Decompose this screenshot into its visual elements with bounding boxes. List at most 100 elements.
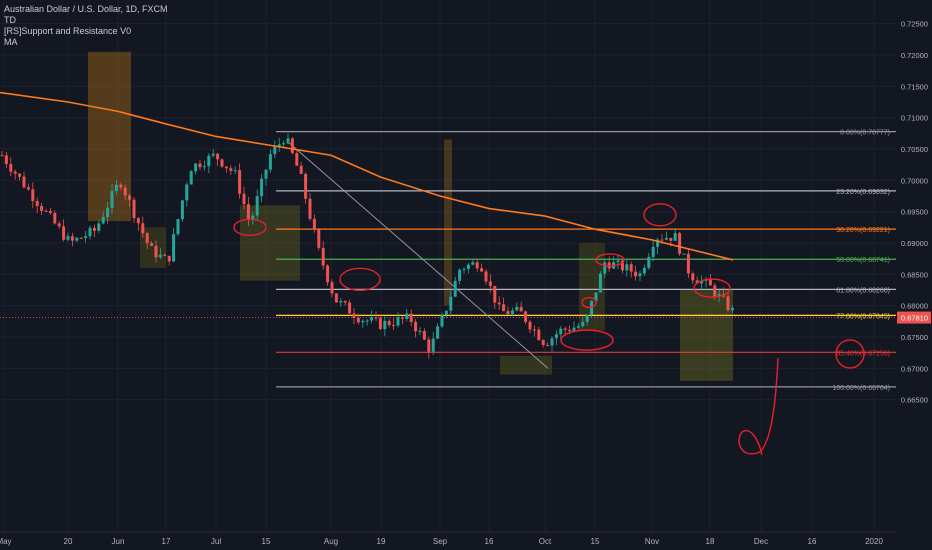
- hand-drawn-circle: [233, 218, 267, 237]
- candle-body: [70, 236, 74, 241]
- candle-body: [229, 168, 233, 171]
- last-price-label: 0.67810: [901, 314, 928, 323]
- candle-body: [673, 233, 677, 241]
- candle-body: [616, 260, 620, 263]
- candle-body: [106, 207, 110, 217]
- candle-body: [713, 285, 717, 297]
- candle-body: [233, 170, 237, 172]
- candle-body: [480, 268, 484, 272]
- time-axis-label: Oct: [539, 537, 552, 546]
- candle-body: [414, 321, 418, 332]
- time-axis-label: 20: [64, 537, 73, 546]
- candle-body: [638, 273, 642, 277]
- candle-body: [48, 210, 52, 213]
- candle-body: [167, 255, 171, 262]
- candle-body: [458, 269, 462, 281]
- hand-drawn-circle: [339, 267, 381, 292]
- highlight-zone: [680, 290, 733, 381]
- candle-body: [651, 246, 655, 257]
- time-axis-label: 16: [485, 537, 494, 546]
- candle-body: [625, 264, 629, 271]
- candle-body: [537, 329, 541, 341]
- candle-body: [66, 236, 70, 240]
- candle-body: [409, 313, 413, 322]
- candle-body: [150, 243, 154, 246]
- candle-body: [92, 227, 96, 231]
- candle-body: [392, 325, 396, 327]
- fib-level-label: 100.00%(0.66704): [832, 385, 890, 392]
- candle-body: [422, 331, 426, 340]
- candle-body: [189, 171, 193, 185]
- candle-body: [660, 239, 664, 241]
- candle-body: [9, 163, 13, 172]
- candle-body: [559, 328, 563, 335]
- highlight-zone: [444, 139, 452, 306]
- candle-body: [277, 144, 281, 147]
- candle-body: [35, 200, 39, 206]
- fib-level-label: 0.00%(0.70777): [840, 130, 890, 137]
- candle-body: [343, 301, 347, 303]
- candle-body: [444, 310, 448, 316]
- candle-body: [216, 153, 220, 160]
- candle-body: [180, 200, 184, 220]
- candle-body: [572, 327, 576, 332]
- candle-body: [334, 293, 338, 303]
- candle-body: [365, 320, 369, 322]
- candle-body: [158, 254, 162, 258]
- candle-body: [682, 253, 686, 255]
- candle-body: [678, 233, 682, 254]
- study-td[interactable]: TD: [4, 15, 16, 25]
- candle-body: [594, 292, 598, 301]
- candle-body: [378, 318, 382, 330]
- candle-body: [493, 285, 497, 303]
- hand-drawn-circle: [835, 339, 865, 369]
- candle-body: [40, 205, 44, 211]
- price-axis-label: 0.70500: [901, 145, 928, 154]
- candle-body: [440, 315, 444, 327]
- candle-body: [110, 191, 114, 208]
- candle-body: [101, 216, 105, 224]
- candle-body: [136, 218, 140, 224]
- candle-body: [128, 195, 132, 200]
- candle-body: [603, 262, 607, 274]
- candle-body: [123, 187, 127, 196]
- candle-body: [290, 138, 294, 154]
- time-axis-label: 15: [591, 537, 600, 546]
- price-axis-label: 0.71000: [901, 114, 928, 123]
- candle-body: [211, 153, 215, 156]
- candle-body: [114, 184, 118, 192]
- highlight-zone: [140, 227, 166, 269]
- time-axis-label: Jul: [211, 537, 221, 546]
- time-axis-label: 16: [808, 537, 817, 546]
- time-axis-label: Nov: [645, 537, 659, 546]
- candle-body: [176, 219, 180, 235]
- candle-body: [427, 339, 431, 352]
- candle-body: [546, 345, 550, 347]
- candle-body: [282, 143, 286, 145]
- candle-body: [31, 189, 35, 201]
- time-axis-label: 15: [262, 537, 271, 546]
- candle-body: [383, 320, 387, 330]
- time-axis-label: 17: [162, 537, 171, 546]
- candle-body: [185, 184, 189, 201]
- candle-body: [686, 253, 690, 274]
- candle-body: [22, 176, 26, 188]
- study-ma[interactable]: MA: [4, 37, 18, 47]
- candle-body: [97, 223, 101, 231]
- candle-body: [44, 210, 48, 212]
- candle-body: [53, 212, 57, 224]
- candle-body: [141, 223, 145, 234]
- candle-body: [251, 215, 255, 220]
- candle-body: [647, 256, 651, 268]
- candle-body: [576, 326, 580, 328]
- fib-level-label: 85.40%(0.67256): [836, 350, 890, 357]
- candle-body: [726, 296, 730, 311]
- study-support-resistance[interactable]: [RS]Support and Resistance V0: [4, 26, 132, 36]
- candle-body: [453, 280, 457, 297]
- price-axis-label: 0.66500: [901, 396, 928, 405]
- time-axis-label: Dec: [754, 537, 768, 546]
- time-axis-label: 2020: [865, 537, 883, 546]
